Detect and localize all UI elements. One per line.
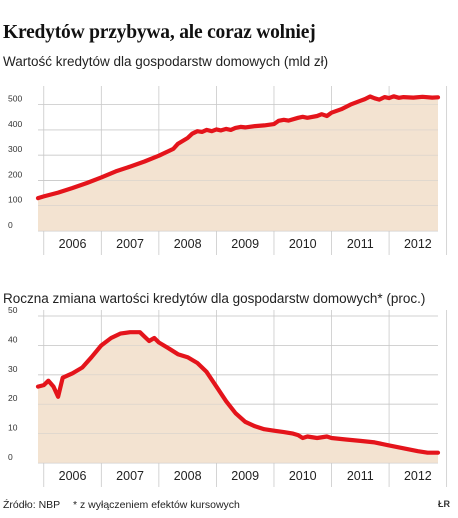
chart2-ytick-40: 40 <box>8 334 18 344</box>
chart1-ytick-300: 300 <box>8 144 22 154</box>
chart2-subtitle: Roczna zmiana wartości kredytów dla gosp… <box>3 291 426 306</box>
chart2-ytick-30: 30 <box>8 364 18 374</box>
chart1-ytick-500: 500 <box>8 94 22 104</box>
chart2-ytick-50: 50 <box>8 306 18 315</box>
top-margin <box>0 0 458 14</box>
chart1-xtick-2011: 2011 <box>347 237 374 251</box>
chart-title: Kredytów przybywa, ale coraz wolniej <box>3 22 316 43</box>
chart2-ytick-20: 20 <box>8 393 18 403</box>
chart2-xtick-2011: 2011 <box>347 469 374 483</box>
chart2-xtick-2012: 2012 <box>404 469 432 483</box>
chart1-ytick-100: 100 <box>8 195 22 205</box>
chart1-xtick-2006: 2006 <box>59 237 87 251</box>
chart1-series-line <box>35 94 441 201</box>
chart1-ytick-200: 200 <box>8 169 22 179</box>
chart1-xtick-2007: 2007 <box>116 237 144 251</box>
chart2-xtick-2006: 2006 <box>59 469 87 483</box>
chart1-credit-value: 0 100 200 300 400 500 2006 2007 2008 2009 2010 2011… <box>8 86 448 255</box>
source-note: Źródło: NBP <box>3 499 61 511</box>
chart1-xtick-2008: 2008 <box>174 237 202 251</box>
chart1-ytick-400: 400 <box>8 119 22 129</box>
footnote: * z wyłączeniem efektów kursowych <box>73 499 240 511</box>
chart2-xtick-2009: 2009 <box>231 469 259 483</box>
chart2-ytick-0: 0 <box>8 452 13 462</box>
chart2-series-line <box>35 330 441 455</box>
chart1-subtitle: Wartość kredytów dla gospodarstw domowyc… <box>3 54 329 69</box>
chart2-annual-change: 0 10 20 30 40 50 2006 2007 2008 2009 2010 2011 2012 <box>8 306 448 487</box>
chart2-ytick-10: 10 <box>8 423 18 433</box>
chart2-area-fill <box>38 332 438 463</box>
chart2-xtick-2010: 2010 <box>289 469 317 483</box>
chart2-xtick-2007: 2007 <box>116 469 144 483</box>
chart1-area-fill <box>38 96 438 231</box>
chart1-xtick-2012: 2012 <box>404 237 432 251</box>
publisher-logo: ŁR <box>438 499 450 509</box>
chart1-xtick-2010: 2010 <box>289 237 317 251</box>
chart1-xtick-2009: 2009 <box>231 237 259 251</box>
chart2-xtick-2008: 2008 <box>174 469 202 483</box>
chart1-ytick-0: 0 <box>8 220 13 230</box>
